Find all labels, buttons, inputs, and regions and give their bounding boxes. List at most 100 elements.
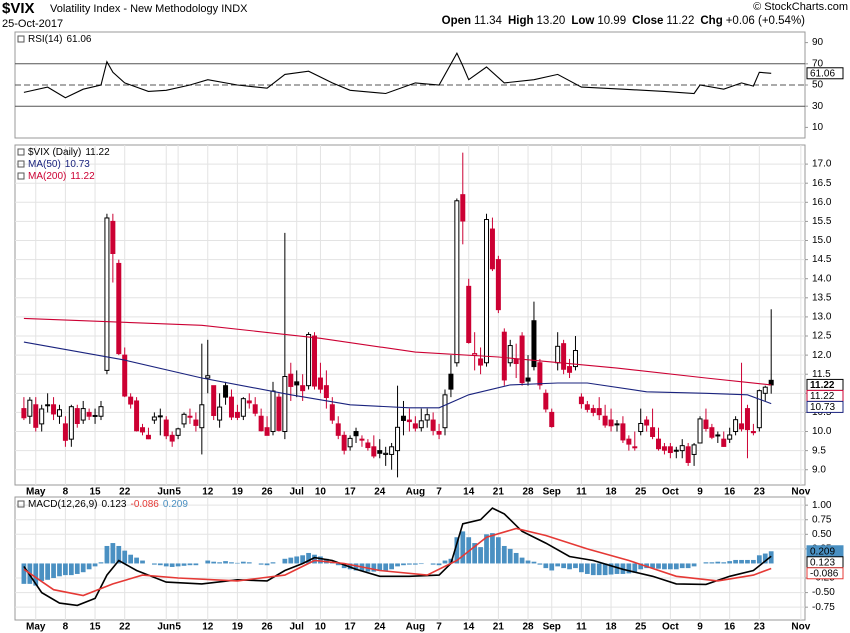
histogram-bar [567,563,572,570]
x-tick-label: 22 [119,487,131,498]
x-tick-label: 18 [605,487,617,498]
candle-body [620,423,626,441]
candle-body [602,415,608,426]
histogram-bar [282,558,288,564]
histogram-bar [513,552,519,564]
y-tick-label: 14.0 [812,273,832,284]
candle-body [181,413,187,425]
histogram-bar [122,550,128,564]
candle-body [288,373,294,387]
x-tick-label: Jun [157,487,175,498]
candle-body [39,408,45,425]
histogram-bar [98,562,104,564]
x-tick-label: 10 [315,622,327,633]
candle-body [98,406,104,417]
legend-icon [17,500,25,508]
histogram-bar [80,563,86,573]
candle-body [347,437,353,448]
y-tick-label: 9.5 [812,445,826,456]
candle-body [300,385,306,392]
histogram-bar [715,561,721,564]
y-tick-label: 10 [812,122,824,133]
candle-body [205,375,211,379]
candle-body [104,217,110,371]
y-tick-label: 0.75 [812,514,832,525]
candle-body [578,396,584,405]
candle-body [276,396,282,431]
candle-body [140,427,146,433]
quote-label: Chg [700,15,722,27]
histogram-bar [335,563,341,566]
candle-body [448,373,454,390]
y-tick-label: 50 [812,80,824,91]
candle-body [134,400,140,432]
legend-text: RSI(14) [28,34,62,45]
histogram-bar [169,563,175,567]
histogram-bar [436,563,442,566]
legend-text: MACD(12,26,9) [28,499,97,510]
candle-body [697,418,703,444]
panel-frame [14,496,806,621]
line-series [23,341,772,409]
value-badge-label: 11.22 [810,380,835,391]
histogram-bar [193,563,199,566]
x-tick-label: 18 [605,622,617,633]
y-tick-label: 10.0 [812,426,832,437]
candle-body [531,320,537,368]
value-badge-label: 0.123 [810,557,835,568]
histogram-bar [679,563,685,569]
y-tick-label: 9.0 [812,464,826,475]
index-name: Volatility Index - New Methodology INDX [50,3,248,15]
x-tick-label: 26 [262,622,274,633]
candle-body [466,285,472,344]
x-tick-label: 9 [697,487,703,498]
x-tick-label: Nov [791,622,810,633]
x-tick-label: 5 [175,487,181,498]
histogram-bar [602,563,608,576]
histogram-bar [751,559,756,564]
legend-text: MA(50) [28,159,61,170]
candle-body [430,419,436,431]
value-badge-label: 11.22 [810,391,835,402]
candle-body [228,396,234,418]
candle-body [80,408,86,421]
candle-body [406,419,412,423]
legend-text: 0.123 [101,499,126,510]
candle-body [685,446,691,463]
candle-body [454,200,460,364]
y-tick-label: 14.5 [812,254,832,265]
histogram-bar [341,563,347,569]
candle-body [507,345,513,364]
histogram-bar [768,551,774,564]
legend-entry: RSI(14) 61.06 [28,34,92,45]
quote-label: Close [632,15,663,27]
candle-body [329,404,335,421]
histogram-bar [543,563,549,569]
histogram-bar [229,562,234,564]
x-tick-label: Sep [543,622,561,633]
histogram-bar [626,563,632,574]
histogram-bar [235,562,240,564]
value-badge-label: 61.06 [810,68,835,79]
histogram-bar [51,563,56,579]
candle-body [739,423,745,430]
histogram-bar [45,563,50,580]
y-tick-label: -0.75 [812,602,835,613]
y-tick-label: 12.0 [812,350,832,361]
histogram-bar [395,563,400,567]
histogram-bar [739,559,744,564]
candle-body [656,438,662,450]
histogram-bar [685,563,691,569]
line-series [23,317,772,386]
histogram-bar [258,563,264,565]
symbol: $VIX [2,0,35,17]
x-tick-label: 25 [635,622,647,633]
x-tick-label: 8 [63,487,69,498]
candle-body [371,446,377,457]
legend-text: 11.22 [70,171,95,182]
candle-body [240,398,246,417]
candle-body [116,262,122,355]
candle-body [110,220,116,254]
candle-body [312,335,318,387]
candle-body [51,404,57,415]
